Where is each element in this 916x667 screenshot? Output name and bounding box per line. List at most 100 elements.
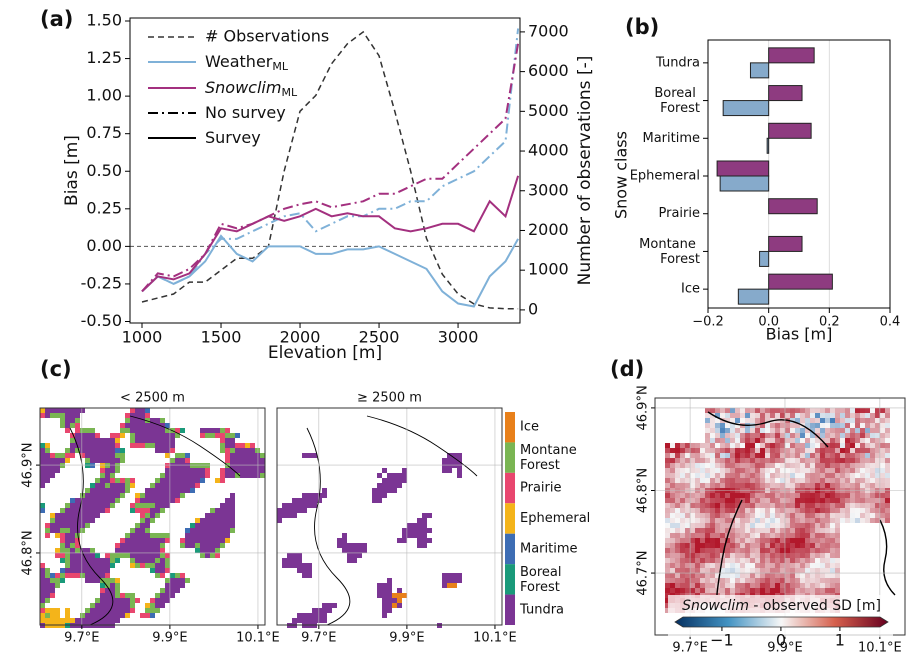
map-pixel xyxy=(40,583,45,588)
map-pixel xyxy=(745,538,750,543)
bar xyxy=(768,235,803,252)
map-pixel xyxy=(830,413,835,418)
map-pixel xyxy=(457,458,462,463)
map-pixel xyxy=(135,548,140,553)
map-pixel xyxy=(740,468,745,473)
map-pixel xyxy=(447,453,452,458)
map-pixel xyxy=(130,548,135,553)
map-pixel xyxy=(850,518,855,523)
map-pixel xyxy=(185,533,190,538)
map-pixel xyxy=(670,533,675,538)
map-pixel xyxy=(835,408,840,413)
map-pixel xyxy=(165,583,170,588)
map-pixel xyxy=(880,448,885,453)
map-pixel xyxy=(880,433,885,438)
map-pixel xyxy=(160,448,165,453)
map-pixel xyxy=(785,513,790,518)
map-pixel xyxy=(322,493,327,498)
map-pixel xyxy=(680,553,685,558)
map-pixel xyxy=(755,483,760,488)
map-pixel xyxy=(725,483,730,488)
map-pixel xyxy=(880,503,885,508)
map-pixel xyxy=(695,458,700,463)
map-pixel xyxy=(850,453,855,458)
map-pixel xyxy=(850,483,855,488)
map-pixel xyxy=(65,568,70,573)
map-pixel xyxy=(770,523,775,528)
map-pixel xyxy=(770,413,775,418)
map-pixel xyxy=(135,523,140,528)
map-pixel xyxy=(750,543,755,548)
map-pixel xyxy=(50,513,55,518)
map-pixel xyxy=(880,518,885,523)
map-pixel xyxy=(130,478,135,483)
map-pixel xyxy=(240,458,245,463)
map-pixel xyxy=(805,558,810,563)
map-pixel xyxy=(795,458,800,463)
map-pixel xyxy=(125,423,130,428)
map-pixel xyxy=(815,438,820,443)
map-pixel xyxy=(675,508,680,513)
map-pixel xyxy=(40,593,45,598)
map-pixel xyxy=(690,573,695,578)
map-pixel xyxy=(215,523,220,528)
legend-label: Tundra xyxy=(519,602,564,617)
map-pixel xyxy=(260,453,265,458)
map-pixel xyxy=(690,553,695,558)
map-pixel xyxy=(850,408,855,413)
map-pixel xyxy=(90,573,95,578)
map-pixel xyxy=(760,583,765,588)
map-pixel xyxy=(45,593,50,598)
map-pixel xyxy=(700,558,705,563)
map-pixel xyxy=(307,498,312,503)
map-pixel xyxy=(775,413,780,418)
series-line xyxy=(141,234,519,308)
map-pixel xyxy=(115,548,120,553)
map-pixel xyxy=(755,418,760,423)
map-pixel xyxy=(795,428,800,433)
map-pixel xyxy=(160,533,165,538)
map-pixel xyxy=(120,433,125,438)
map-pixel xyxy=(855,508,860,513)
map-pixel xyxy=(60,548,65,553)
map-pixel xyxy=(70,438,75,443)
map-pixel xyxy=(825,408,830,413)
map-pixel xyxy=(780,558,785,563)
map-pixel xyxy=(230,473,235,478)
map-pixel xyxy=(730,533,735,538)
map-pixel xyxy=(140,408,145,413)
map-pixel xyxy=(45,458,50,463)
map-pixel xyxy=(160,563,165,568)
map-pixel xyxy=(805,448,810,453)
map-pixel xyxy=(302,573,307,578)
map-pixel xyxy=(675,483,680,488)
map-pixel xyxy=(775,528,780,533)
map-pixel xyxy=(680,483,685,488)
map-pixel xyxy=(720,453,725,458)
map-pixel xyxy=(55,578,60,583)
map-pixel xyxy=(690,533,695,538)
map-pixel xyxy=(75,433,80,438)
map-pixel xyxy=(685,458,690,463)
map-pixel xyxy=(880,498,885,503)
map-pixel xyxy=(840,448,845,453)
map-pixel xyxy=(835,448,840,453)
map-pixel xyxy=(680,543,685,548)
map-pixel xyxy=(442,578,447,583)
map-pixel xyxy=(200,478,205,483)
map-pixel xyxy=(50,413,55,418)
map-pixel xyxy=(45,528,50,533)
map-pixel xyxy=(65,508,70,513)
map-pixel xyxy=(705,428,710,433)
map-pixel xyxy=(885,493,890,498)
map-pixel xyxy=(372,498,377,503)
map-pixel xyxy=(695,518,700,523)
map-pixel xyxy=(840,418,845,423)
map-pixel xyxy=(665,533,670,538)
map-pixel xyxy=(805,478,810,483)
map-pixel xyxy=(740,428,745,433)
map-pixel xyxy=(150,513,155,518)
map-pixel xyxy=(750,568,755,573)
map-pixel xyxy=(225,468,230,473)
x-tick-label: −0.2 xyxy=(692,315,724,330)
